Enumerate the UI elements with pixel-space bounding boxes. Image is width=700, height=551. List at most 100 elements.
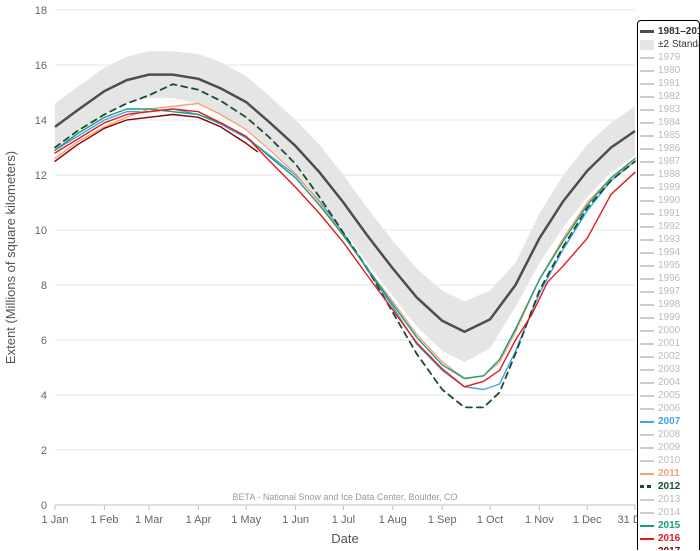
legend-item-2000[interactable]: 2000 bbox=[640, 324, 697, 337]
legend-item-avg[interactable]: 1981–2010 Average bbox=[640, 25, 697, 38]
legend-item-1993[interactable]: 1993 bbox=[640, 233, 697, 246]
legend-label-year: 2003 bbox=[658, 364, 680, 376]
y-tick-label: 12 bbox=[35, 170, 47, 182]
legend-item-2015[interactable]: 2015 bbox=[640, 519, 697, 532]
legend-item-2003[interactable]: 2003 bbox=[640, 363, 697, 376]
legend-label-year: 2007 bbox=[658, 416, 680, 428]
x-tick-label: 1 Apr bbox=[186, 514, 212, 526]
legend-label-year: 1980 bbox=[658, 65, 680, 77]
legend-item-1980[interactable]: 1980 bbox=[640, 64, 697, 77]
year-swatch bbox=[640, 83, 654, 85]
band-swatch bbox=[640, 40, 654, 50]
y-tick-label: 8 bbox=[41, 280, 47, 292]
year-swatch bbox=[640, 226, 654, 228]
legend-item-1996[interactable]: 1996 bbox=[640, 272, 697, 285]
year-swatch bbox=[640, 239, 654, 241]
legend-item-1990[interactable]: 1990 bbox=[640, 194, 697, 207]
legend-item-1988[interactable]: 1988 bbox=[640, 168, 697, 181]
legend-item-2010[interactable]: 2010 bbox=[640, 454, 697, 467]
legend-item-1985[interactable]: 1985 bbox=[640, 129, 697, 142]
chart-svg: 1 Jan1 Feb1 Mar1 Apr1 May1 Jun1 Jul1 Aug… bbox=[0, 0, 700, 551]
legend-label-year: 1984 bbox=[658, 117, 680, 129]
legend-item-2013[interactable]: 2013 bbox=[640, 493, 697, 506]
legend-item-1999[interactable]: 1999 bbox=[640, 311, 697, 324]
legend-item-2011[interactable]: 2011 bbox=[640, 467, 697, 480]
legend-label-year: 1990 bbox=[658, 195, 680, 207]
year-swatch bbox=[640, 538, 654, 540]
year-swatch bbox=[640, 174, 654, 176]
legend-label-year: 2001 bbox=[658, 338, 680, 350]
legend-item-2007[interactable]: 2007 bbox=[640, 415, 697, 428]
legend-item-1987[interactable]: 1987 bbox=[640, 155, 697, 168]
legend-item-2016[interactable]: 2016 bbox=[640, 532, 697, 545]
year-swatch bbox=[640, 252, 654, 254]
legend-label-band: ±2 Standard Deviations bbox=[658, 39, 700, 51]
year-swatch bbox=[640, 460, 654, 462]
legend-item-2017[interactable]: 2017 bbox=[640, 545, 697, 550]
legend-label-year: 2011 bbox=[658, 468, 680, 480]
year-swatch bbox=[640, 148, 654, 150]
legend-item-band[interactable]: ±2 Standard Deviations bbox=[640, 38, 697, 51]
legend-label-avg: 1981–2010 Average bbox=[658, 26, 700, 38]
x-tick-label: 1 Nov bbox=[525, 514, 554, 526]
legend-item-2001[interactable]: 2001 bbox=[640, 337, 697, 350]
legend-item-2006[interactable]: 2006 bbox=[640, 402, 697, 415]
year-swatch bbox=[640, 447, 654, 449]
year-swatch bbox=[640, 265, 654, 267]
year-swatch bbox=[640, 57, 654, 59]
legend-item-1986[interactable]: 1986 bbox=[640, 142, 697, 155]
legend-item-1997[interactable]: 1997 bbox=[640, 285, 697, 298]
legend-item-2012[interactable]: 2012 bbox=[640, 480, 697, 493]
legend-item-2004[interactable]: 2004 bbox=[640, 376, 697, 389]
legend-label-year: 1986 bbox=[658, 143, 680, 155]
year-swatch bbox=[640, 161, 654, 163]
legend-item-2002[interactable]: 2002 bbox=[640, 350, 697, 363]
legend-item-2014[interactable]: 2014 bbox=[640, 506, 697, 519]
year-swatch bbox=[640, 213, 654, 215]
legend-item-1995[interactable]: 1995 bbox=[640, 259, 697, 272]
legend-item-1992[interactable]: 1992 bbox=[640, 220, 697, 233]
x-tick-label: 1 May bbox=[231, 514, 261, 526]
legend-item-1998[interactable]: 1998 bbox=[640, 298, 697, 311]
legend-label-year: 1985 bbox=[658, 130, 680, 142]
year-swatch bbox=[640, 382, 654, 384]
year-swatch bbox=[640, 109, 654, 111]
legend-label-year: 2016 bbox=[658, 533, 680, 545]
legend-item-1989[interactable]: 1989 bbox=[640, 181, 697, 194]
legend-label-year: 1992 bbox=[658, 221, 680, 233]
year-swatch bbox=[640, 135, 654, 137]
y-tick-label: 4 bbox=[41, 390, 47, 402]
x-tick-label: 1 Jul bbox=[332, 514, 355, 526]
year-swatch bbox=[640, 473, 654, 475]
year-swatch bbox=[640, 278, 654, 280]
legend-item-1994[interactable]: 1994 bbox=[640, 246, 697, 259]
year-swatch bbox=[640, 499, 654, 501]
year-swatch bbox=[640, 485, 654, 488]
legend-item-1982[interactable]: 1982 bbox=[640, 90, 697, 103]
legend-item-2005[interactable]: 2005 bbox=[640, 389, 697, 402]
year-swatch bbox=[640, 369, 654, 371]
year-swatch bbox=[640, 291, 654, 293]
legend-item-1984[interactable]: 1984 bbox=[640, 116, 697, 129]
x-tick-label: 1 Sep bbox=[428, 514, 457, 526]
legend-item-1991[interactable]: 1991 bbox=[640, 207, 697, 220]
legend-label-year: 1999 bbox=[658, 312, 680, 324]
legend-label-year: 1996 bbox=[658, 273, 680, 285]
legend-label-year: 1989 bbox=[658, 182, 680, 194]
y-tick-label: 14 bbox=[35, 115, 47, 127]
chart-credit: BETA - National Snow and Ice Data Center… bbox=[233, 492, 458, 502]
legend-label-year: 2002 bbox=[658, 351, 680, 363]
legend-item-1979[interactable]: 1979 bbox=[640, 51, 697, 64]
legend-item-2008[interactable]: 2008 bbox=[640, 428, 697, 441]
x-tick-label: 1 Oct bbox=[477, 514, 503, 526]
legend-item-1983[interactable]: 1983 bbox=[640, 103, 697, 116]
x-tick-label: 1 Feb bbox=[90, 514, 118, 526]
legend-item-1981[interactable]: 1981 bbox=[640, 77, 697, 90]
year-swatch bbox=[640, 356, 654, 358]
legend-label-year: 1988 bbox=[658, 169, 680, 181]
year-swatch bbox=[640, 512, 654, 514]
legend-label-year: 1998 bbox=[658, 299, 680, 311]
y-tick-label: 6 bbox=[41, 335, 47, 347]
legend-label-year: 1987 bbox=[658, 156, 680, 168]
legend-item-2009[interactable]: 2009 bbox=[640, 441, 697, 454]
